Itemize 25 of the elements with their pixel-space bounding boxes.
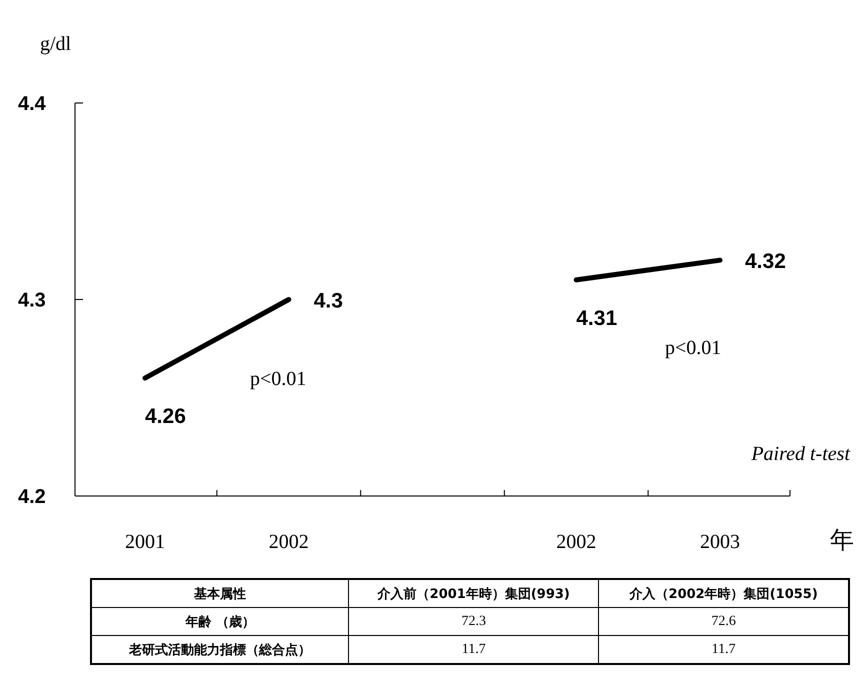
data-label: 4.31: [576, 306, 618, 330]
y-axis-title: g/dl: [40, 33, 72, 55]
text: 72.3: [348, 608, 599, 636]
text: 基本属性: [91, 579, 349, 608]
text: 介入前（2001年時）集団(993): [348, 579, 599, 608]
text: 老研式活動能力指標（総合点）: [91, 636, 349, 664]
x-tick-label: 2003: [700, 531, 740, 553]
y-tick-label: 4.3: [18, 290, 46, 312]
text: 72.6: [598, 608, 849, 636]
text: 11.7: [348, 636, 599, 664]
x-tick-label: 2001: [125, 531, 165, 553]
y-tick-label: 4.2: [18, 486, 46, 508]
x-tick-label: 2002: [268, 531, 309, 553]
annotation: Paired t-test: [750, 443, 850, 465]
text: 年齢 （歳）: [91, 608, 349, 636]
x-tick-label: 2002: [556, 531, 596, 553]
annotation: p<0.01: [250, 368, 306, 390]
y-tick-label: 4.4: [18, 93, 47, 115]
annotation: p<0.01: [665, 337, 722, 359]
x-axis-title: 年: [830, 526, 854, 554]
data-label: 4.32: [745, 250, 786, 274]
data-label: 4.3: [314, 290, 343, 312]
data-label: 4.26: [145, 405, 186, 428]
text: 介入（2002年時）集団(1055): [598, 579, 849, 608]
text: 11.7: [598, 636, 849, 664]
